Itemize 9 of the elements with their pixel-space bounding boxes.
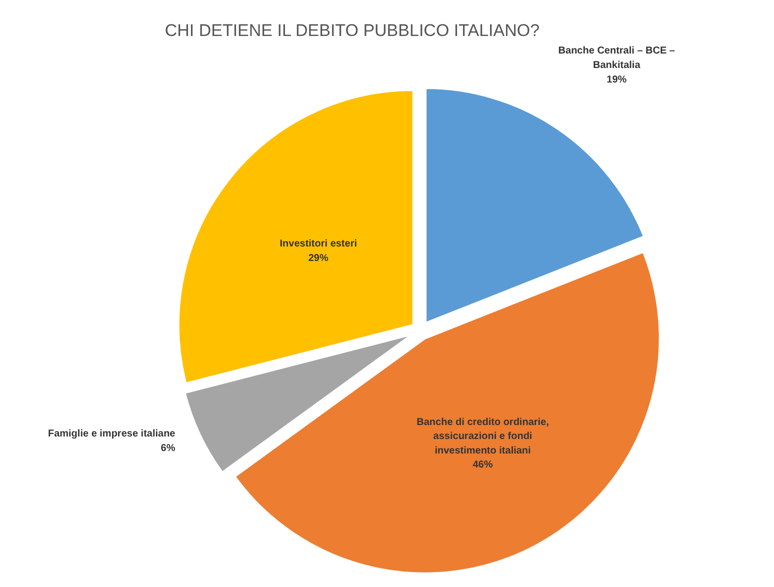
slice-label: Banche Centrali – BCE – Bankitalia (558, 46, 676, 71)
slice-label: Banche di credito ordinarie, assicurazioni e fondi investimento italiani (416, 416, 550, 456)
data-label: 46% (472, 460, 493, 471)
data-label: 19% (606, 74, 627, 86)
slice-label: Investitori esteri (280, 238, 358, 250)
slice-label: Famiglie e imprese italiane (48, 428, 176, 440)
data-label: 6% (160, 442, 176, 454)
data-label: 29% (308, 252, 328, 264)
chart-title: CHI DETIENE IL DEBITO PUBBLICO ITALIANO? (164, 21, 540, 40)
